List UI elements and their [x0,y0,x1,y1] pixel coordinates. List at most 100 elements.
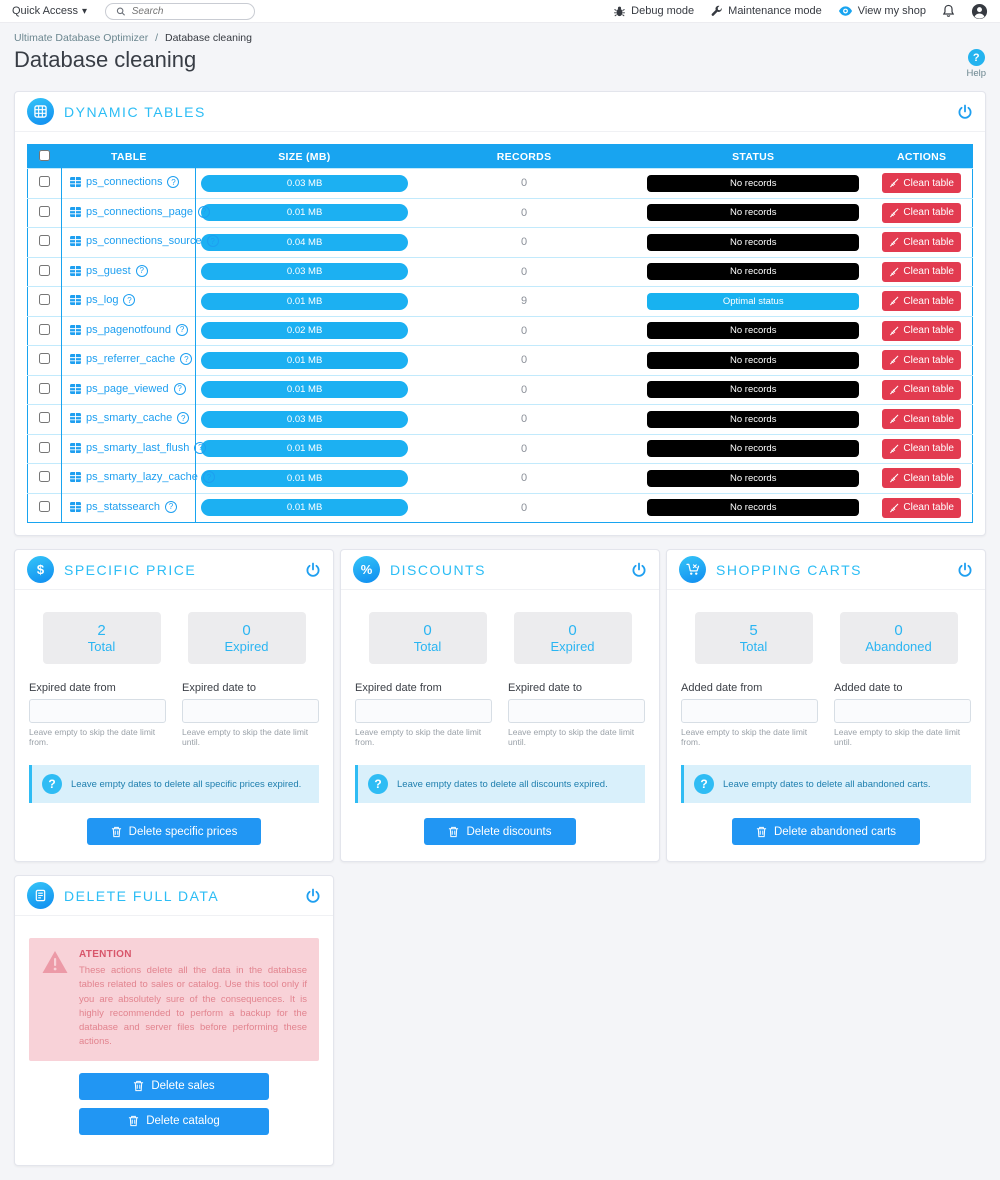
table-name-link[interactable]: ps_connections_page [70,205,211,218]
delete-discounts-button[interactable]: Delete discounts [424,818,576,845]
clean-table-button[interactable]: Clean table [882,497,961,518]
clean-table-button[interactable]: Clean table [882,468,961,489]
row-checkbox[interactable] [39,176,50,188]
clean-table-button[interactable]: Clean table [882,320,961,341]
row-checkbox[interactable] [39,323,50,335]
account-menu-button[interactable] [971,3,988,20]
table-name-link[interactable]: ps_smarty_cache [70,412,190,425]
maintenance-mode-label: Maintenance mode [728,5,822,17]
breadcrumb-current: Database cleaning [164,32,252,44]
records-count: 0 [413,404,636,434]
tooltip-help-icon[interactable] [167,176,180,189]
tooltip-help-icon[interactable] [198,205,211,218]
table-name-link[interactable]: ps_referrer_cache [70,353,193,366]
help-button[interactable]: ? Help [966,49,986,79]
notifications-button[interactable] [942,4,955,18]
table-name-link[interactable]: ps_smarty_lazy_cache [70,471,215,484]
clean-table-button[interactable]: Clean table [882,261,961,282]
row-checkbox[interactable] [39,412,50,424]
tooltip-help-icon[interactable] [135,264,148,277]
row-checkbox[interactable] [39,353,50,365]
table-name-link[interactable]: ps_page_viewed [70,382,186,395]
tooltip-help-icon[interactable] [165,500,177,513]
power-toggle-button[interactable] [957,562,973,578]
broom-icon [890,296,899,306]
clean-table-button[interactable]: Clean table [882,350,961,371]
row-checkbox[interactable] [39,441,50,453]
tooltip-help-icon[interactable] [176,323,189,336]
size-bar: 0.01 MB [201,381,409,399]
date-from-input[interactable] [355,699,492,723]
page-title: Database cleaning [14,47,197,72]
table-name-link[interactable]: ps_guest [70,264,148,277]
tooltip-help-icon[interactable] [173,382,186,395]
table-name-link[interactable]: ps_log [70,294,136,307]
delete-catalog-button[interactable]: Delete catalog [79,1107,269,1135]
row-checkbox[interactable] [39,205,50,217]
select-all-checkbox[interactable] [39,149,50,161]
breadcrumb-parent-link[interactable]: Ultimate Database Optimizer [14,32,149,44]
table-name-link[interactable]: ps_connections [70,176,180,189]
table-name-link[interactable]: ps_statssearch [70,500,177,513]
date-to-input[interactable] [182,699,319,723]
power-toggle-button[interactable] [957,104,973,120]
power-toggle-button[interactable] [305,888,321,904]
delete-abandoned-carts-button[interactable]: Delete abandoned carts [731,818,921,845]
row-checkbox[interactable] [39,235,50,247]
table-icon [70,177,81,188]
row-checkbox[interactable] [39,500,50,512]
view-my-shop-link[interactable]: View my shop [838,5,926,17]
tooltip-help-icon[interactable] [202,471,215,484]
broom-icon [890,237,899,247]
date-from-input[interactable] [681,699,818,723]
table-row: ps_referrer_cache 0.01 MB 0 No records C… [27,345,973,375]
expired-stat: 0 Expired [513,612,632,664]
clean-table-button[interactable]: Clean table [882,291,961,312]
row-checkbox[interactable] [39,264,50,276]
table-name-link[interactable]: ps_connections_source [70,235,219,248]
date-to-input[interactable] [508,699,645,723]
maintenance-mode-link[interactable]: Maintenance mode [710,5,822,18]
table-name-link[interactable]: ps_smarty_last_flush [70,441,207,454]
tooltip-help-icon[interactable] [177,412,190,425]
date-from-help: Leave empty to skip the date limit from. [681,727,808,747]
date-from-help: Leave empty to skip the date limit from. [355,727,482,747]
delete-sales-button[interactable]: Delete sales [79,1072,269,1100]
clean-table-button[interactable]: Clean table [882,438,961,459]
power-toggle-button[interactable] [305,562,321,578]
table-name-link[interactable]: ps_pagenotfound [70,323,189,336]
tooltip-help-icon[interactable] [123,294,136,307]
delete-specific-prices-button[interactable]: Delete specific prices [86,818,262,845]
tooltip-help-icon[interactable] [194,441,207,454]
clean-table-button[interactable]: Clean table [882,202,961,223]
quick-access-dropdown[interactable]: Quick Access [12,5,87,17]
info-box: Leave empty dates to delete all abandone… [681,765,971,803]
warning-box: ATENTION These actions delete all the da… [29,938,319,1061]
date-from-input[interactable] [29,699,166,723]
tooltip-help-icon[interactable] [180,353,193,366]
tooltip-help-icon[interactable] [206,235,219,248]
records-count: 0 [413,433,636,464]
discounts-panel: % DISCOUNTS 0 Total 0 Expired [340,549,660,862]
wrench-icon [711,5,722,16]
clean-table-button[interactable]: Clean table [882,409,961,430]
row-checkbox[interactable] [39,382,50,394]
clean-table-button[interactable]: Clean table [882,379,961,400]
panel-title: DELETE FULL DATA [64,887,220,904]
search-box[interactable] [105,2,256,20]
size-bar: 0.01 MB [201,204,409,222]
clean-table-button[interactable]: Clean table [882,173,961,194]
clean-table-button[interactable]: Clean table [882,232,961,253]
power-toggle-button[interactable] [631,562,647,578]
status-badge: No records [647,233,860,251]
date-to-input[interactable] [834,699,971,723]
table-icon [70,265,81,276]
table-row: ps_smarty_lazy_cache 0.01 MB 0 No record… [27,463,973,493]
records-count: 0 [413,315,636,346]
records-count: 0 [413,492,636,523]
table-row: ps_pagenotfound 0.02 MB 0 No records Cle… [27,315,973,346]
row-checkbox[interactable] [39,471,50,483]
debug-mode-link[interactable]: Debug mode [613,5,694,18]
row-checkbox[interactable] [39,294,50,306]
search-input[interactable] [131,5,245,17]
